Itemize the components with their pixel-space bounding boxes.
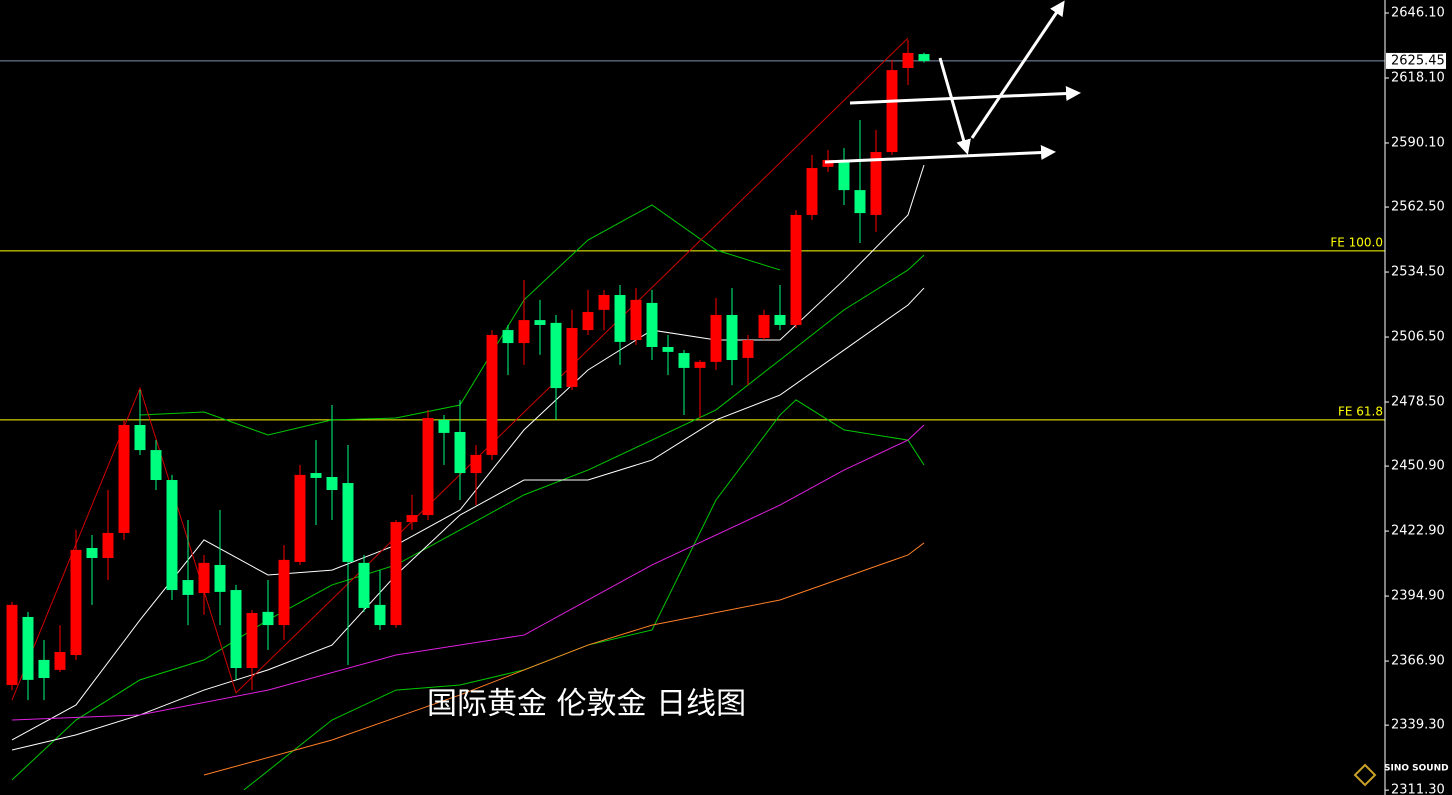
y-tick-label: 2534.50 [1391, 265, 1445, 280]
candle-body [646, 302, 658, 348]
candle-body [38, 659, 50, 679]
y-tick-label: 2394.90 [1391, 589, 1445, 604]
candle-body [550, 322, 562, 389]
candle-body [6, 604, 18, 685]
candle-body [406, 515, 418, 523]
candle-body [278, 559, 290, 626]
arrow [938, 57, 971, 155]
y-tick-label: 2366.90 [1391, 654, 1445, 669]
indicator-line [203, 542, 925, 776]
candle-body [102, 532, 114, 559]
candle-body [326, 477, 338, 490]
candle-body [662, 347, 674, 352]
projection-arrows [824, 0, 1081, 164]
chart-title: 国际黄金 伦敦金 日线图 [427, 687, 746, 722]
candle-body [742, 340, 754, 358]
candle-body [534, 320, 546, 325]
candle-body [902, 52, 914, 69]
candle-body [214, 564, 226, 592]
y-tick-label: 2618.10 [1391, 70, 1445, 85]
candle-body [518, 320, 530, 344]
candle-body [246, 613, 258, 669]
candle-body [598, 295, 610, 310]
candle-body [806, 168, 818, 215]
candle-body [342, 483, 354, 562]
candle-body [438, 419, 450, 433]
candle-body [838, 162, 850, 191]
candle-body [726, 314, 738, 361]
candle-body [822, 159, 834, 167]
indicator-line [11, 37, 909, 701]
candle-body [198, 562, 210, 594]
candle-body [150, 450, 162, 481]
last-price-box [1386, 52, 1446, 69]
arrow [849, 86, 1081, 105]
candle-body [166, 480, 178, 591]
candle-body [86, 548, 98, 559]
indicator-line [11, 254, 925, 781]
y-tick-label: 2339.30 [1391, 718, 1445, 733]
candle-body [870, 152, 882, 215]
candle-body [422, 418, 434, 516]
y-tick-label: 2478.50 [1391, 395, 1445, 410]
candle-body [582, 311, 594, 331]
y-tick-label: 2590.10 [1391, 135, 1445, 150]
candle-body [470, 454, 482, 474]
candle-body [118, 425, 130, 533]
y-tick-label: 2562.50 [1391, 200, 1445, 215]
y-tick-label: 2646.10 [1391, 5, 1445, 20]
y-tick-label: 2422.90 [1391, 524, 1445, 539]
candle-body [614, 295, 626, 342]
logo: SINO SOUND [1353, 763, 1449, 787]
candle-body [694, 361, 706, 368]
indicator-line [243, 399, 925, 791]
candle-body [182, 580, 194, 595]
arrow [824, 145, 1056, 164]
candle-body [262, 611, 274, 626]
last-price-label: 2625.45 [1391, 53, 1445, 68]
candle-body [774, 314, 786, 325]
candle-body [134, 425, 146, 451]
indicator-line [11, 287, 925, 751]
candle-body [374, 604, 386, 626]
candle-body [390, 522, 402, 626]
y-tick-label: 2506.50 [1391, 330, 1445, 345]
logo-icon [1353, 763, 1377, 787]
candle-body [854, 190, 866, 214]
candle-body [70, 549, 82, 656]
candle-body [294, 474, 306, 562]
candle-body [918, 54, 930, 61]
candle-body [790, 214, 802, 325]
level-label: FE 61.8 [1338, 404, 1383, 418]
candle-body [630, 299, 642, 341]
candle-body [358, 562, 370, 608]
candle-body [22, 616, 34, 680]
indicator-line [11, 424, 925, 721]
arrow [970, 0, 1065, 139]
logo-text: SINO SOUND [1384, 764, 1449, 774]
candle-body [230, 590, 242, 669]
candle-body [758, 314, 770, 338]
candle-body [886, 70, 898, 153]
level-label: FE 100.0 [1330, 235, 1383, 249]
candle-body [454, 431, 466, 474]
candle-body [502, 330, 514, 344]
y-tick-label: 2450.90 [1391, 459, 1445, 474]
candle-body [486, 334, 498, 455]
y-tick-label: 2311.30 [1391, 783, 1445, 795]
candle-body [678, 353, 690, 368]
candle-body [710, 314, 722, 362]
candle-body [54, 652, 66, 670]
candle-body [566, 327, 578, 387]
plot-area [0, 37, 1385, 791]
candle-body [310, 473, 322, 478]
